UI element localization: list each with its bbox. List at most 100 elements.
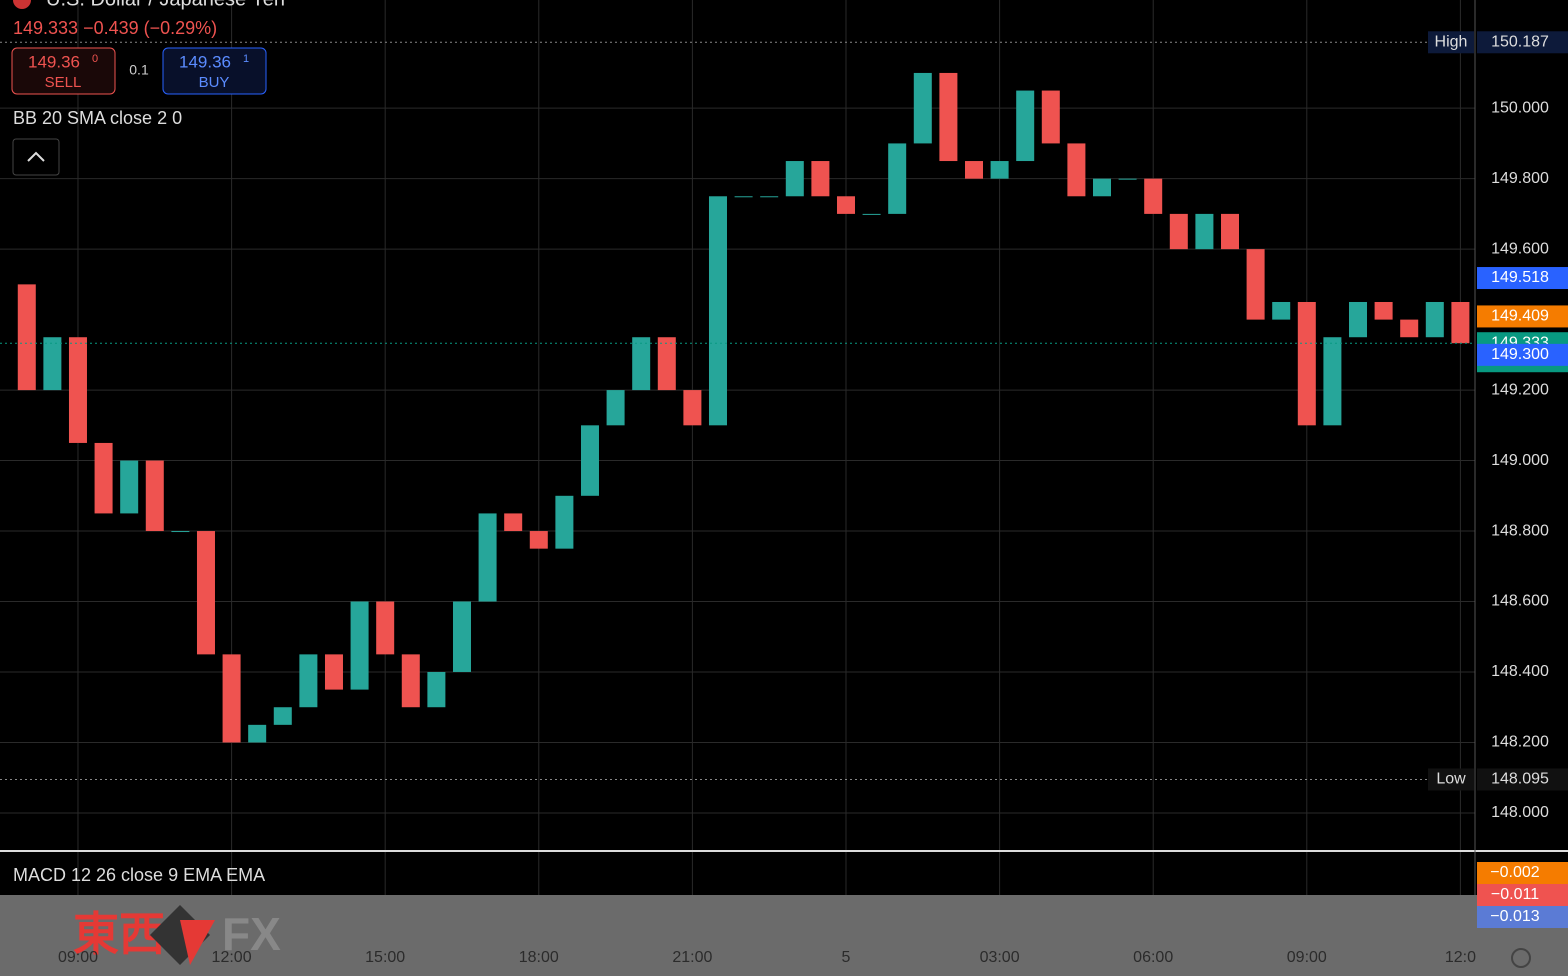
candle (734, 196, 753, 198)
candle (1272, 301, 1291, 320)
y-tick-label: 148.200 (1491, 734, 1549, 751)
buy-label: BUY (199, 74, 230, 91)
candle (17, 284, 36, 391)
candle (760, 196, 779, 198)
x-tick-label: 18:00 (519, 949, 559, 966)
candle (196, 531, 215, 655)
candle (1195, 213, 1214, 250)
candle (1246, 249, 1265, 320)
price-badge (1477, 343, 1568, 366)
y-tick-label: 149.600 (1491, 240, 1549, 257)
low-value: 148.095 (1491, 771, 1549, 788)
candle (1144, 178, 1163, 214)
macd-badge (1477, 906, 1568, 928)
y-tick-label: 148.000 (1491, 804, 1549, 821)
order-size[interactable]: 0.1 (129, 62, 149, 78)
candle (1221, 213, 1240, 250)
x-tick-label: 12:0 (1445, 949, 1476, 966)
x-tick-label: 21:00 (672, 949, 712, 966)
candle (862, 213, 881, 215)
settings-icon[interactable] (1511, 948, 1531, 968)
bb-legend: BB 20 SMA close 2 0 (13, 108, 182, 128)
sell-sup: 0 (92, 53, 98, 65)
x-tick-label: 5 (842, 949, 851, 966)
candle (299, 654, 318, 708)
candle (273, 707, 292, 725)
badge-label: 149.409 (1491, 308, 1549, 325)
y-tick-label: 149.800 (1491, 170, 1549, 187)
candle (632, 337, 651, 391)
candle (785, 161, 804, 197)
watermark-logo-red (180, 920, 215, 965)
low-label: Low (1436, 771, 1466, 788)
candle (504, 513, 523, 532)
candle (939, 72, 958, 162)
candle (120, 460, 139, 514)
y-tick-label: 148.400 (1491, 663, 1549, 680)
high-tag (1428, 31, 1474, 54)
y-tick-label: 149.200 (1491, 381, 1549, 398)
candle (1041, 90, 1060, 144)
candle (350, 601, 369, 690)
collapse-icon (27, 151, 45, 162)
buy-button[interactable] (162, 47, 267, 95)
badge-label: 149.518 (1491, 269, 1549, 286)
x-tick-label: 03:00 (980, 949, 1020, 966)
candle (811, 161, 830, 197)
low-badge (1477, 768, 1568, 791)
candle (222, 654, 241, 743)
y-tick-label: 148.800 (1491, 522, 1549, 539)
candle (145, 460, 164, 532)
candle (401, 654, 420, 708)
candle (1451, 301, 1470, 344)
candle (990, 161, 1009, 179)
candle (248, 724, 267, 743)
x-tick-label: 09:00 (58, 949, 98, 966)
candle (43, 337, 62, 391)
sell-price: 149.36 (28, 52, 80, 71)
macd-badge-label: −0.002 (1490, 864, 1539, 881)
candle (683, 390, 702, 426)
candle (529, 531, 548, 549)
candle (68, 337, 87, 443)
candle (427, 671, 446, 708)
y-tick-label: 150.000 (1491, 99, 1549, 116)
macd-badge-label: −0.013 (1490, 908, 1539, 925)
candle (324, 654, 343, 690)
candle (1374, 301, 1393, 320)
macd-badge (1477, 862, 1568, 884)
flag-icon (13, 0, 31, 9)
watermark-kanji: 東西 (73, 908, 165, 960)
macd-badge (1477, 884, 1568, 906)
bottom-banner (0, 895, 1568, 976)
candle (1093, 178, 1112, 197)
quote: 149.333 −0.439 (−0.29%) (13, 18, 217, 38)
buy-price: 149.36 (179, 52, 231, 71)
x-tick-label: 15:00 (365, 949, 405, 966)
candle (1323, 337, 1342, 426)
candle (1118, 178, 1137, 180)
candles (0, 41, 1475, 780)
sell-button[interactable] (11, 47, 116, 95)
candle (376, 601, 395, 655)
candle (1016, 90, 1035, 162)
collapse-button[interactable] (12, 138, 60, 176)
candle (478, 513, 497, 602)
badge-label: 149.300 (1491, 346, 1549, 363)
grid (0, 0, 1475, 895)
symbol-title: U.S. Dollar / Japanese Yen (46, 0, 285, 10)
y-tick-label: 149.000 (1491, 452, 1549, 469)
sell-label: SELL (45, 74, 82, 91)
x-tick-label: 09:00 (1287, 949, 1327, 966)
high-label: High (1435, 34, 1468, 51)
x-tick-label: 06:00 (1133, 949, 1173, 966)
candle (708, 196, 727, 426)
candle (836, 196, 855, 214)
candle (964, 161, 983, 179)
x-tick-label: 12:00 (212, 949, 252, 966)
candle (452, 601, 471, 672)
macd-legend: MACD 12 26 close 9 EMA EMA (13, 865, 265, 885)
